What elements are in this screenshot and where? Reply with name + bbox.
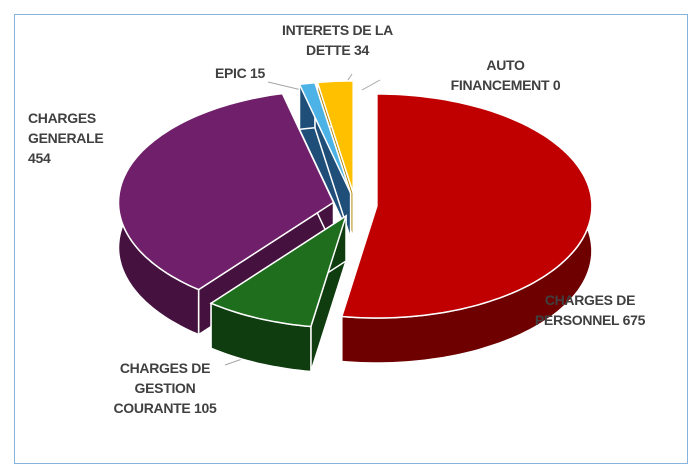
slice: [209, 214, 348, 328]
label-value: 675: [622, 312, 646, 328]
label-category: CHARGES DE GESTION COURANTE: [113, 360, 211, 416]
data-label: CHARGES DE PERSONNEL 675: [530, 290, 650, 330]
label-category: EPIC: [214, 65, 247, 81]
data-label: AUTO FINANCEMENT 0: [438, 55, 573, 95]
slice: [117, 92, 335, 291]
data-label: INTERETS DE LA DETTE 34: [275, 20, 400, 60]
label-value: 454: [28, 150, 51, 166]
slice: [316, 80, 354, 194]
slice: [298, 81, 352, 194]
data-label: EPIC 15: [200, 63, 280, 83]
label-category: CHARGES GENERALE: [28, 110, 104, 146]
slice: [340, 93, 593, 319]
label-value: 34: [354, 42, 369, 58]
label-category: CHARGES DE PERSONNEL: [534, 292, 636, 328]
leader-line: [361, 79, 381, 91]
label-value: 0: [552, 77, 561, 93]
label-category: INTERETS DE LA DETTE: [282, 22, 393, 58]
label-value: 15: [250, 65, 266, 81]
label-value: 105: [194, 400, 217, 416]
data-label: CHARGES GENERALE 454: [28, 108, 123, 168]
label-category: AUTO FINANCEMENT: [450, 57, 550, 93]
data-label: CHARGES DE GESTION COURANTE 105: [100, 358, 230, 418]
